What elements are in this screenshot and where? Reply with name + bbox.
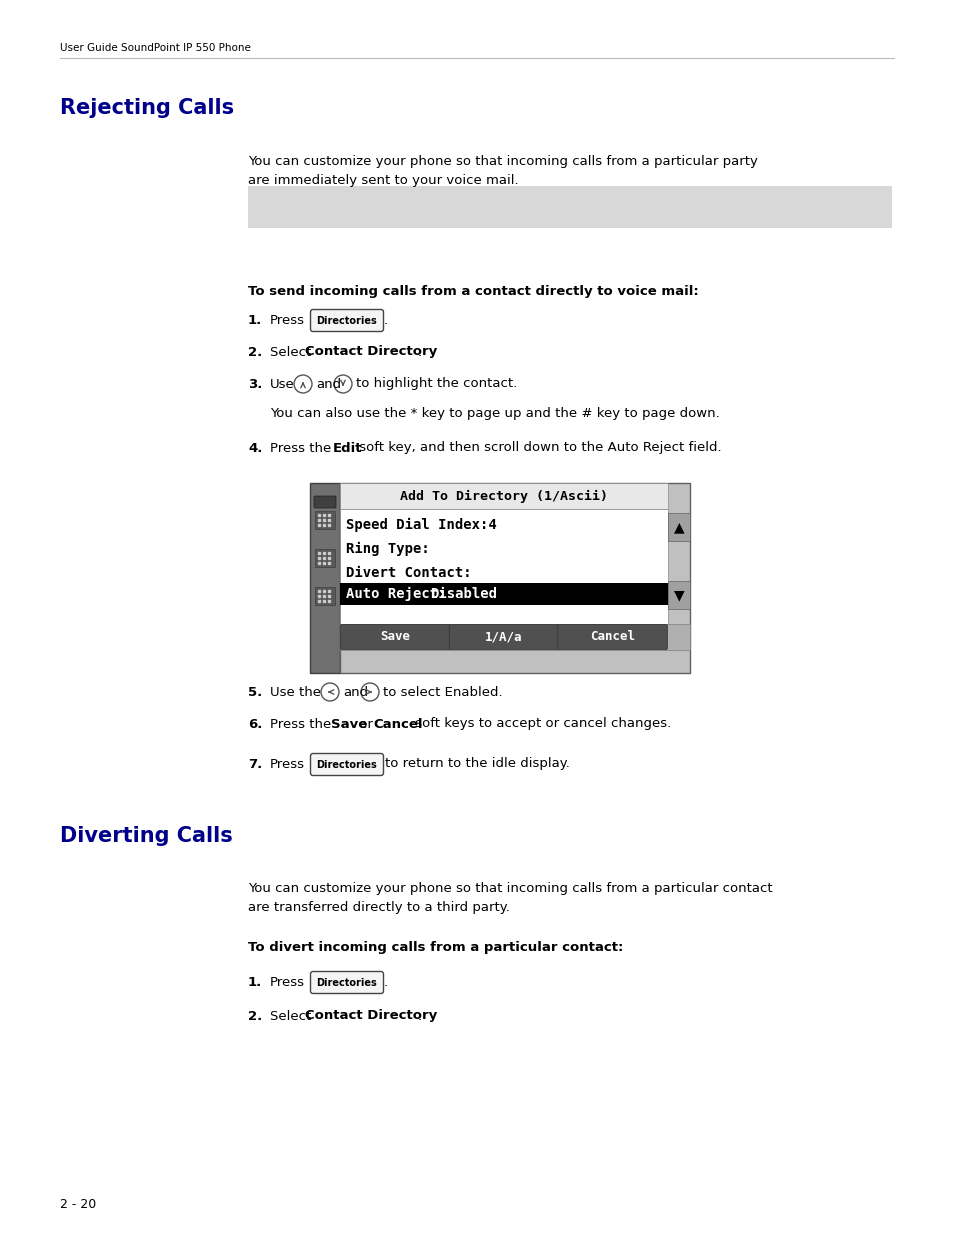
Text: Rejecting Calls: Rejecting Calls xyxy=(60,98,233,119)
FancyBboxPatch shape xyxy=(339,583,667,605)
Text: 7.: 7. xyxy=(248,757,262,771)
FancyBboxPatch shape xyxy=(314,550,335,567)
Text: Press the: Press the xyxy=(270,441,335,454)
Text: You can customize your phone so that incoming calls from a particular party
are : You can customize your phone so that inc… xyxy=(248,156,757,186)
FancyBboxPatch shape xyxy=(310,972,383,993)
Text: Divert Contact:: Divert Contact: xyxy=(346,566,471,580)
Text: Add To Directory (1/Ascii): Add To Directory (1/Ascii) xyxy=(399,489,607,503)
Text: .: . xyxy=(417,346,421,358)
Text: Select: Select xyxy=(270,1009,315,1023)
Text: 3.: 3. xyxy=(248,378,262,390)
Text: Use the: Use the xyxy=(270,685,320,699)
Text: ▼: ▼ xyxy=(673,588,683,601)
FancyBboxPatch shape xyxy=(310,753,383,776)
Text: Diverting Calls: Diverting Calls xyxy=(60,826,233,846)
FancyBboxPatch shape xyxy=(449,625,558,650)
Text: To send incoming calls from a contact directly to voice mail:: To send incoming calls from a contact di… xyxy=(248,285,698,299)
FancyBboxPatch shape xyxy=(339,624,689,650)
Text: Press: Press xyxy=(270,757,305,771)
Text: User Guide SoundPoint IP 550 Phone: User Guide SoundPoint IP 550 Phone xyxy=(60,43,251,53)
Text: to highlight the contact.: to highlight the contact. xyxy=(355,378,517,390)
Text: .: . xyxy=(384,314,388,326)
Text: .: . xyxy=(417,1009,421,1023)
Text: You can customize your phone so that incoming calls from a particular contact
ar: You can customize your phone so that inc… xyxy=(248,882,772,914)
Text: Press the: Press the xyxy=(270,718,335,730)
Text: or: or xyxy=(355,718,376,730)
Text: 6.: 6. xyxy=(248,718,262,730)
Text: 1.: 1. xyxy=(248,976,262,988)
FancyBboxPatch shape xyxy=(248,186,891,228)
Text: Contact Directory: Contact Directory xyxy=(305,346,436,358)
Text: Press: Press xyxy=(270,314,305,326)
FancyBboxPatch shape xyxy=(339,483,689,673)
FancyBboxPatch shape xyxy=(340,625,450,650)
Text: and: and xyxy=(343,685,368,699)
Text: Contact Directory: Contact Directory xyxy=(305,1009,436,1023)
Text: .: . xyxy=(384,976,388,988)
Text: Cancel: Cancel xyxy=(373,718,422,730)
Text: Auto Reject:: Auto Reject: xyxy=(346,587,446,601)
Text: Edit: Edit xyxy=(333,441,362,454)
Text: 4.: 4. xyxy=(248,441,262,454)
FancyBboxPatch shape xyxy=(314,496,335,508)
FancyBboxPatch shape xyxy=(667,580,689,609)
Text: Directories: Directories xyxy=(316,315,377,326)
Text: 5.: 5. xyxy=(248,685,262,699)
Text: To divert incoming calls from a particular contact:: To divert incoming calls from a particul… xyxy=(248,941,622,955)
FancyBboxPatch shape xyxy=(558,625,667,650)
Text: You can also use the * key to page up and the # key to page down.: You can also use the * key to page up an… xyxy=(270,408,719,420)
Text: Disabled: Disabled xyxy=(430,587,497,601)
Text: Select: Select xyxy=(270,346,315,358)
Text: soft keys to accept or cancel changes.: soft keys to accept or cancel changes. xyxy=(411,718,671,730)
FancyBboxPatch shape xyxy=(314,511,335,529)
Text: 1/A/a: 1/A/a xyxy=(485,631,522,643)
FancyBboxPatch shape xyxy=(339,509,667,624)
Text: 2.: 2. xyxy=(248,346,262,358)
Text: Directories: Directories xyxy=(316,760,377,769)
Text: Use: Use xyxy=(270,378,294,390)
FancyBboxPatch shape xyxy=(339,483,667,509)
FancyBboxPatch shape xyxy=(310,483,339,673)
Text: 2 - 20: 2 - 20 xyxy=(60,1198,96,1212)
Text: to return to the idle display.: to return to the idle display. xyxy=(385,757,569,771)
Text: to select Enabled.: to select Enabled. xyxy=(382,685,502,699)
Text: Ring Type:: Ring Type: xyxy=(346,542,429,556)
Text: Press: Press xyxy=(270,976,305,988)
Text: 1.: 1. xyxy=(248,314,262,326)
Text: Directories: Directories xyxy=(316,977,377,988)
FancyBboxPatch shape xyxy=(310,310,383,331)
Text: and: and xyxy=(315,378,341,390)
Text: Speed Dial Index:4: Speed Dial Index:4 xyxy=(346,517,497,532)
FancyBboxPatch shape xyxy=(314,587,335,605)
Text: Cancel: Cancel xyxy=(590,631,635,643)
Text: Save: Save xyxy=(380,631,410,643)
FancyBboxPatch shape xyxy=(667,513,689,541)
Text: ▲: ▲ xyxy=(673,520,683,534)
Text: 2.: 2. xyxy=(248,1009,262,1023)
Text: soft key, and then scroll down to the Auto Reject field.: soft key, and then scroll down to the Au… xyxy=(355,441,720,454)
Text: Save: Save xyxy=(331,718,367,730)
